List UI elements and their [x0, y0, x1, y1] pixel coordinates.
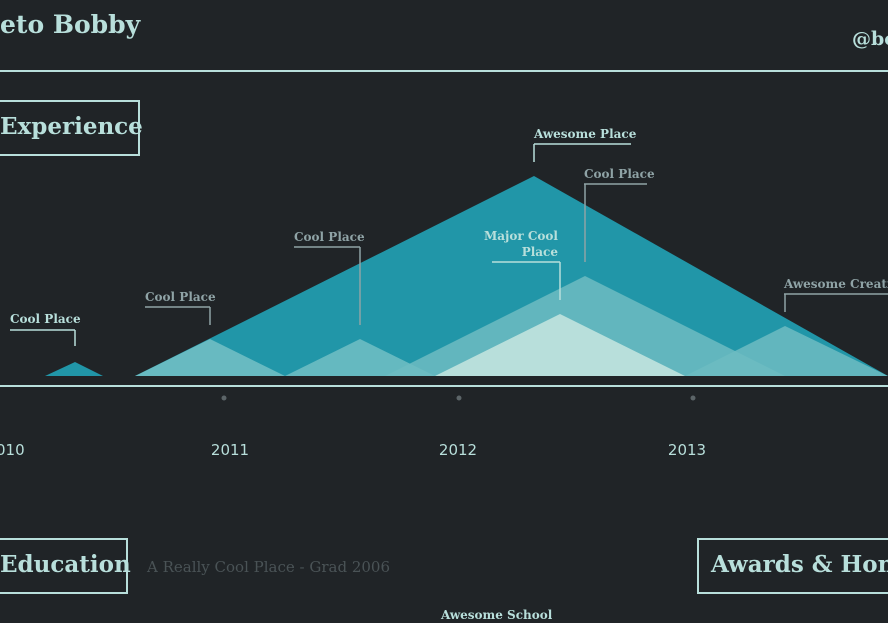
experience-peak-6[interactable] [685, 326, 888, 376]
experience-callout-3[interactable]: Awesome Place [533, 127, 637, 162]
experience-peak-0[interactable] [45, 362, 103, 376]
experience-callout-label: Cool Place [294, 230, 365, 244]
experience-callout-0[interactable]: Cool Place [10, 312, 81, 346]
timeline-tick-dot [690, 395, 696, 401]
experience-heading-text: Experience [0, 113, 143, 140]
experience-callout-label: Cool Place [584, 167, 655, 181]
experience-callout-2[interactable]: Cool Place [294, 230, 365, 325]
education-note: A Really Cool Place - Grad 2006 [147, 558, 391, 576]
experience-callout-label: Place [522, 245, 559, 259]
timeline-year-label: 010 [0, 441, 25, 459]
timeline-tick-dot [456, 395, 462, 401]
profile-name: eto Bobby [0, 10, 141, 39]
experience-peak-5[interactable] [385, 276, 785, 376]
experience-peak-1[interactable] [135, 339, 285, 376]
education-heading-text: Education [0, 551, 131, 578]
experience-callout-1[interactable]: Cool Place [145, 290, 216, 325]
education-heading: Education [0, 538, 131, 594]
timeline-svg: Cool Place Cool Place Cool Place Awesome Pl… [0, 127, 888, 459]
experience-callout-label: Awesome Creati [783, 277, 888, 291]
experience-callout-5[interactable]: Cool Place [584, 167, 655, 262]
experience-heading: Experience [0, 100, 143, 156]
experience-callout-label: Cool Place [10, 312, 81, 326]
experience-callout-label: Cool Place [145, 290, 216, 304]
experience-callout-label: Major Cool [484, 229, 558, 243]
awards-heading-text: Awards & Honor [711, 551, 888, 578]
timeline-year-label: 2013 [668, 441, 706, 459]
header-divider [0, 70, 888, 72]
timeline-tick-dot [221, 395, 227, 401]
school-label: Awesome School [441, 608, 553, 622]
experience-callout-label: Awesome Place [533, 127, 637, 141]
experience-peak-3[interactable] [135, 176, 888, 376]
experience-peak-4[interactable] [435, 314, 685, 376]
experience-callout-4[interactable]: Major Cool Place [484, 229, 561, 300]
experience-peak-2[interactable] [285, 339, 435, 376]
timeline-year-label: 2012 [439, 441, 477, 459]
awards-heading: Awards & Honor [697, 538, 888, 594]
profile-handle[interactable]: @bo [852, 28, 888, 50]
experience-callout-6[interactable]: Awesome Creati [783, 277, 888, 312]
timeline-year-label: 2011 [211, 441, 249, 459]
